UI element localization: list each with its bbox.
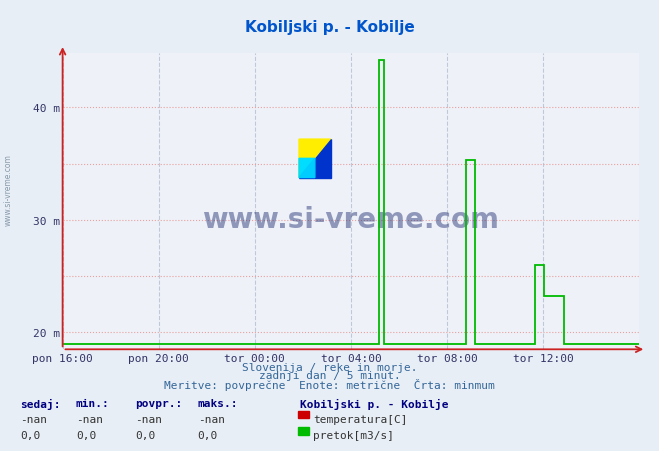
Text: temperatura[C]: temperatura[C] <box>313 414 407 424</box>
Text: povpr.:: povpr.: <box>135 398 183 408</box>
Text: 0,0: 0,0 <box>20 430 40 440</box>
Text: Kobiljski p. - Kobilje: Kobiljski p. - Kobilje <box>300 398 448 409</box>
Text: -nan: -nan <box>76 414 103 424</box>
Polygon shape <box>299 140 331 178</box>
Polygon shape <box>299 159 315 178</box>
Text: min.:: min.: <box>76 398 109 408</box>
Text: zadnji dan / 5 minut.: zadnji dan / 5 minut. <box>258 370 401 380</box>
Text: -nan: -nan <box>135 414 162 424</box>
Text: 0,0: 0,0 <box>135 430 156 440</box>
Text: Slovenija / reke in morje.: Slovenija / reke in morje. <box>242 362 417 372</box>
Text: -nan: -nan <box>20 414 47 424</box>
Text: Kobiljski p. - Kobilje: Kobiljski p. - Kobilje <box>244 20 415 35</box>
Text: www.si-vreme.com: www.si-vreme.com <box>4 153 13 226</box>
Text: 0,0: 0,0 <box>76 430 96 440</box>
Text: 0,0: 0,0 <box>198 430 218 440</box>
Text: pretok[m3/s]: pretok[m3/s] <box>313 430 394 440</box>
Text: sedaj:: sedaj: <box>20 398 60 409</box>
Polygon shape <box>299 159 315 178</box>
Polygon shape <box>299 140 331 178</box>
Text: maks.:: maks.: <box>198 398 238 408</box>
Text: Meritve: povprečne  Enote: metrične  Črta: minmum: Meritve: povprečne Enote: metrične Črta:… <box>164 378 495 390</box>
Text: -nan: -nan <box>198 414 225 424</box>
Text: www.si-vreme.com: www.si-vreme.com <box>202 206 500 234</box>
